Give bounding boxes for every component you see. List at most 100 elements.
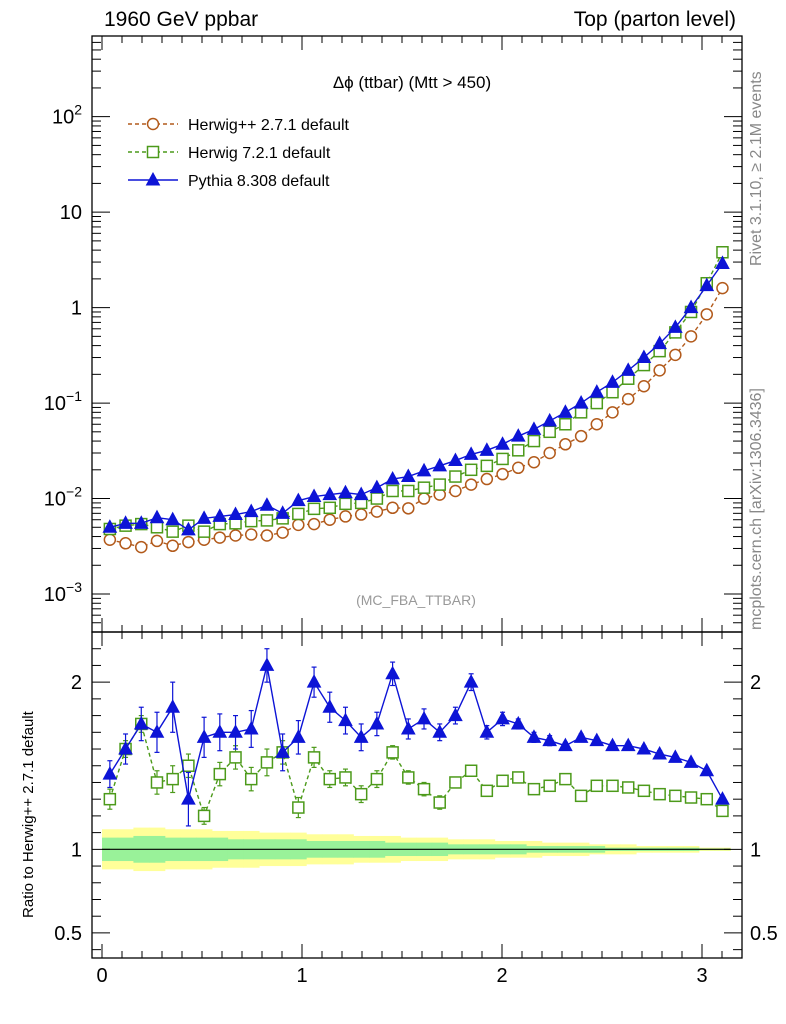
pythia-ratio-point (228, 724, 243, 738)
pythia-ratio-point (322, 699, 338, 713)
herwig-pp-point (449, 484, 462, 498)
herwig7-point (590, 396, 604, 410)
herwig-pp-point (260, 529, 274, 542)
herwig-pp-point (559, 438, 572, 451)
herwig-pp-point (464, 478, 478, 491)
pythia-ratio-point (133, 715, 149, 730)
pythia-point (385, 471, 400, 485)
herwig7-ratio-point (166, 772, 179, 786)
y-tick-label: 10 (60, 202, 82, 224)
herwig7-point (370, 492, 384, 505)
herwig-pp-point (323, 513, 337, 526)
herwig7-ratio-point (527, 782, 541, 796)
herwig7-point (244, 514, 258, 528)
pythia-ratio-point (118, 740, 133, 755)
herwig7-ratio-line (109, 722, 723, 819)
herwig7-point (606, 385, 619, 399)
herwig7-point (559, 418, 572, 431)
herwig-pp-point (135, 540, 148, 554)
herwig-pp-point (512, 461, 525, 475)
herwig7-point (496, 452, 509, 466)
herwig7-ratio-point (716, 804, 729, 818)
herwig7-ratio-point (103, 792, 117, 806)
herwig7-point (543, 425, 556, 439)
pythia-point (133, 515, 149, 529)
pythia-ratio-point (589, 732, 605, 747)
pythia-point (196, 510, 212, 524)
pythia-point (353, 486, 369, 501)
pythia-point (620, 362, 636, 376)
herwig7-ratio-point (684, 791, 698, 804)
herwig7-point (402, 484, 415, 498)
herwig7-point (323, 501, 337, 515)
pythia-point (322, 486, 338, 501)
pythia-ratio-point (605, 737, 620, 752)
herwig7-point (512, 444, 525, 457)
herwig-pp-point (244, 528, 258, 541)
pythia-ratio-point (463, 674, 479, 688)
pythia-point (652, 335, 667, 350)
herwig-pp-point (119, 537, 132, 550)
x-tick-label: 0 (96, 965, 107, 987)
herwig7-ratio-point (307, 751, 321, 764)
pythia-point (400, 468, 416, 483)
pythia-point (228, 506, 243, 521)
y-tick-label: 1 (71, 298, 82, 320)
process-label: Top (parton level) (573, 8, 736, 31)
pythia-ratio-point (338, 712, 353, 727)
herwig7-ratio-point (543, 779, 556, 793)
pythia-point (668, 319, 683, 333)
herwig-pp-point (606, 406, 619, 419)
pythia-ratio-point (668, 749, 683, 763)
herwig7-point (197, 525, 211, 538)
herwig-pp-point (307, 517, 321, 531)
herwig-pp-point (653, 364, 666, 377)
herwig7-ratio-point (292, 801, 305, 814)
herwig7-point (307, 502, 321, 516)
herwig-pp-point (402, 502, 415, 515)
pythia-point (510, 428, 526, 442)
herwig7-ratio-point (354, 787, 368, 801)
pythia-point (118, 515, 133, 529)
herwig-pp-point (684, 330, 698, 343)
pythia-ratio-point (715, 791, 730, 805)
pythia-ratio-point (291, 729, 306, 743)
herwig-pp-point (574, 429, 588, 443)
x-tick-label: 2 (496, 965, 507, 987)
herwig7-ratio-point (197, 809, 211, 823)
y-tick-label: 102 (52, 102, 82, 129)
herwig-pp-point (543, 446, 556, 460)
herwig7-ratio-point (637, 784, 651, 798)
pythia-point (495, 436, 510, 450)
herwig7-ratio-point (574, 789, 588, 803)
ratio-frame (91, 631, 743, 959)
pythia-point (181, 521, 196, 536)
herwig-pp-point (213, 531, 227, 544)
herwig7-ratio-point (669, 789, 682, 803)
herwig7-point (386, 484, 399, 498)
herwig7-point (433, 478, 446, 491)
herwig7-point (292, 507, 305, 521)
pythia-point (573, 395, 589, 409)
pythia-ratio-point (243, 720, 259, 735)
pythia-ratio-point (448, 707, 463, 722)
pythia-ratio-point (526, 729, 542, 743)
pythia-ratio-point (196, 729, 212, 743)
pythia-ratio-point (495, 710, 510, 725)
herwig7-point (339, 497, 352, 511)
pythia-point (526, 421, 542, 435)
pythia-ratio-point (102, 766, 118, 780)
pythia-point (102, 519, 118, 533)
herwig7-point (260, 514, 274, 527)
herwig-pp-point (182, 535, 195, 549)
y-tick-label: 2 (71, 672, 82, 694)
pythia-line (109, 263, 724, 531)
herwig-pp-point (103, 533, 117, 547)
pythia-ratio-point (683, 754, 699, 768)
pythia-ratio-point (416, 710, 432, 725)
herwig7-ratio-point (213, 767, 227, 781)
pythia-point (448, 452, 463, 467)
pythia-ratio-point (699, 762, 715, 777)
legend-label-herwig-pp: Herwig++ 2.7.1 default (188, 117, 350, 134)
pythia-point (636, 349, 652, 364)
